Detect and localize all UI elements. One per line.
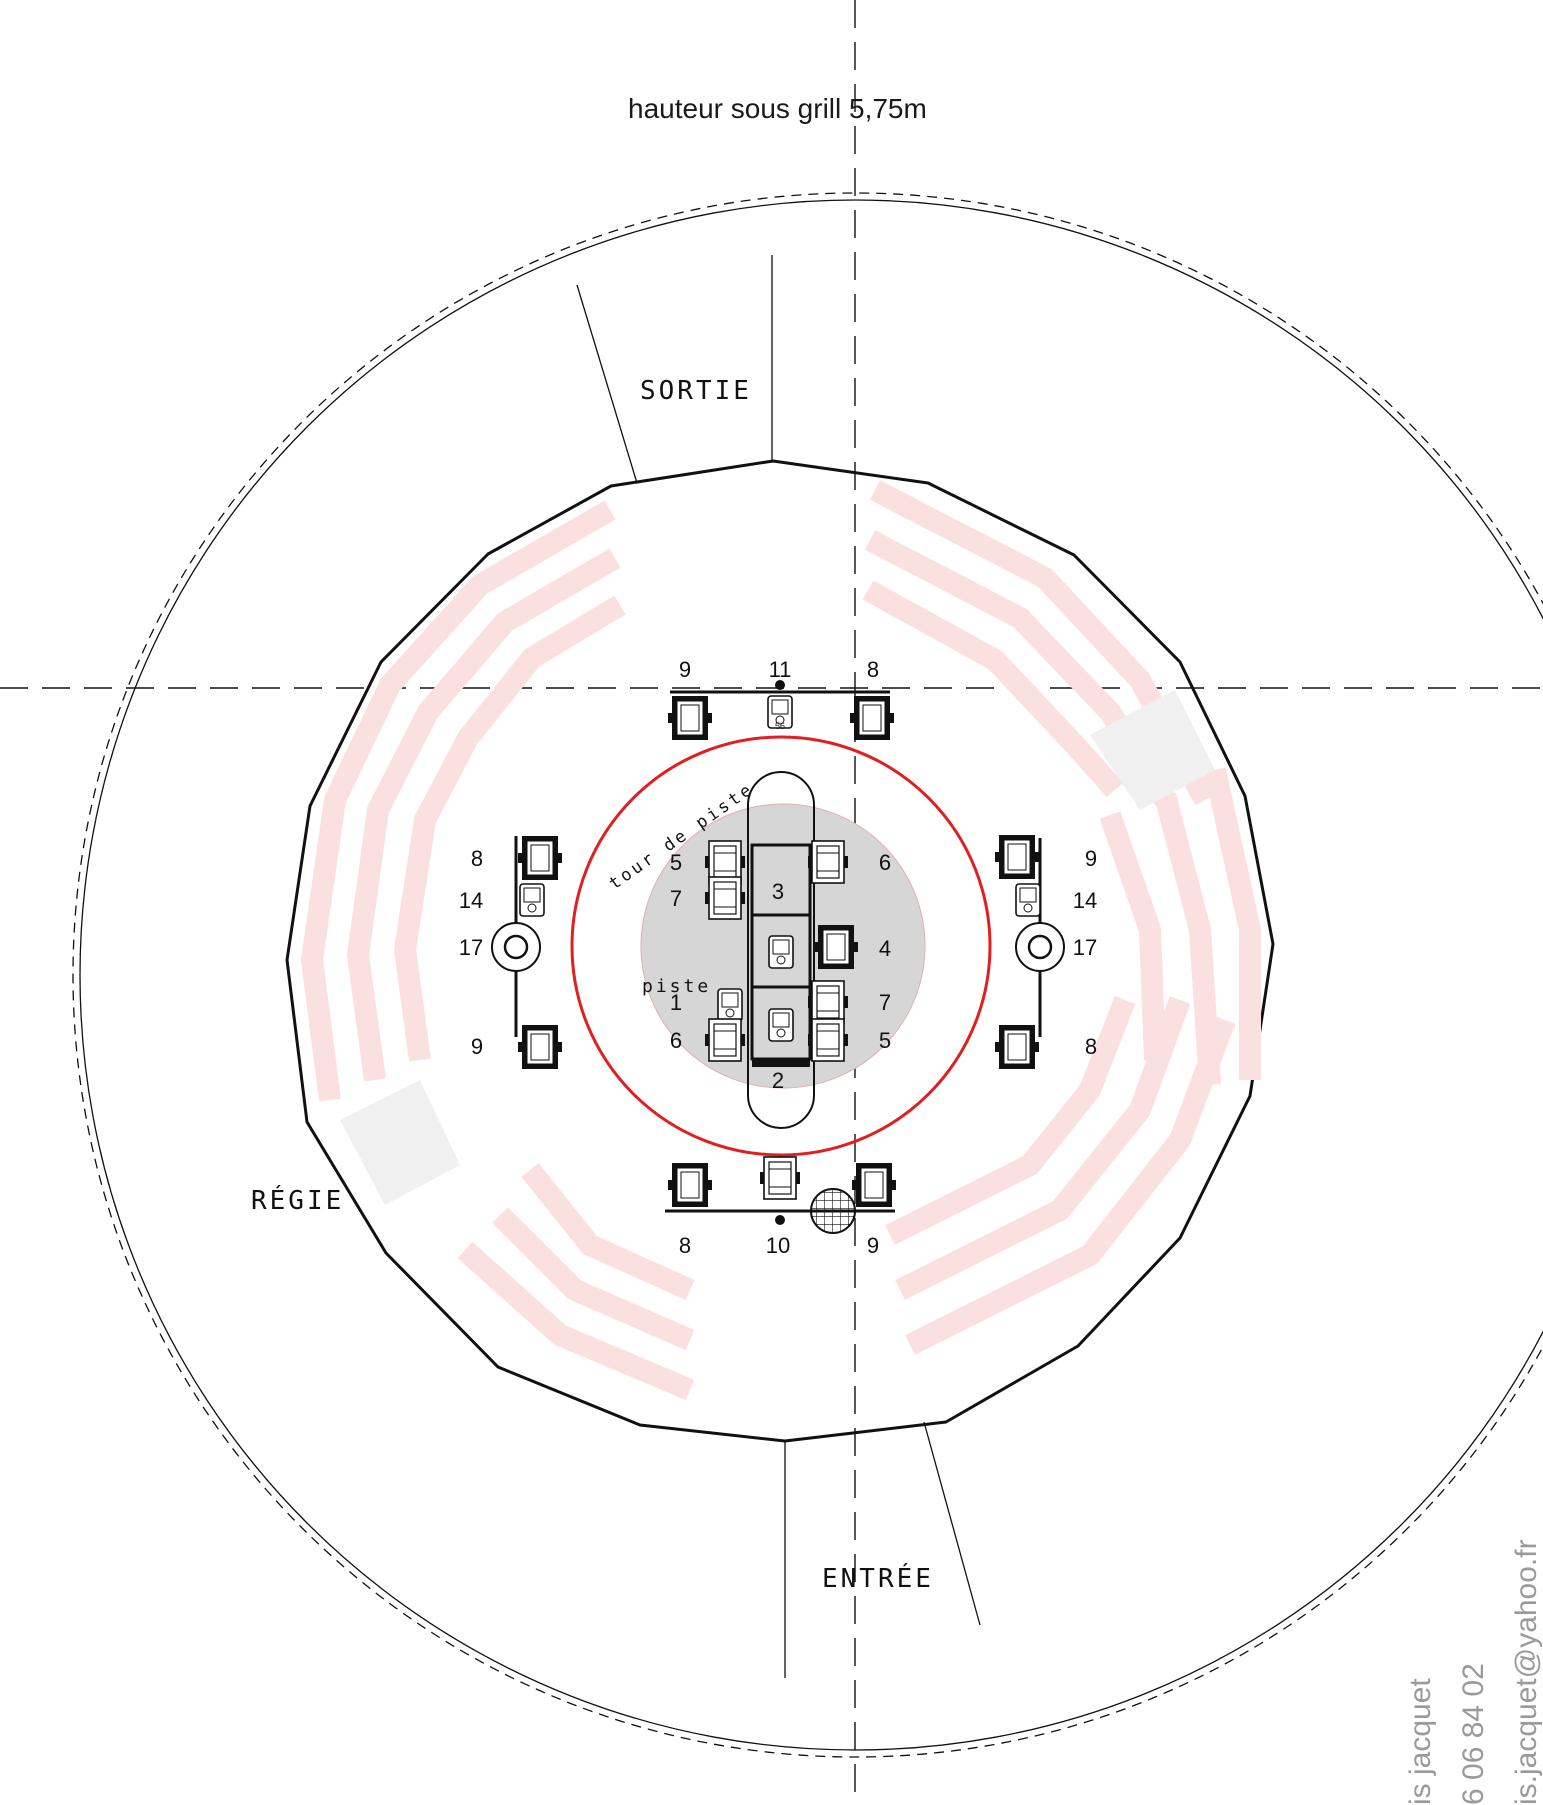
num-c1: 1: [670, 990, 682, 1015]
fixture-6-left: [704, 1018, 746, 1062]
num-c5a: 5: [670, 850, 682, 875]
num-left-14: 14: [459, 888, 483, 913]
num-c4: 4: [879, 936, 891, 961]
mirror-ball: [810, 1188, 856, 1234]
fixture-8-right: [994, 1024, 1040, 1070]
num-c7b: 7: [879, 990, 891, 1015]
contact-phone: 6 06 84 02: [1457, 1663, 1490, 1805]
aisle-left: [340, 1080, 460, 1205]
fixture-9-right: [994, 834, 1040, 880]
fixture-9-bottom: [851, 1162, 897, 1208]
zone-regie: RÉGIE: [251, 1184, 344, 1216]
fixture-9-top: [667, 695, 713, 741]
num-c2: 2: [772, 1068, 784, 1093]
fixture-4: [813, 924, 859, 970]
page-title: hauteur sous grill 5,75m: [628, 93, 927, 124]
num-right-14: 14: [1073, 888, 1097, 913]
contact-name: is jacquet: [1404, 1678, 1437, 1805]
center-fixture-lower: [768, 1008, 794, 1042]
fixture-10: [759, 1156, 801, 1200]
num-bottom-mid: 10: [766, 1233, 790, 1258]
num-left-top: 8: [471, 846, 483, 871]
fixture-17-left-outer: [491, 922, 541, 972]
fixture-14-right: [1015, 883, 1041, 917]
fixture-8-top: [849, 695, 895, 741]
num-c6b: 6: [670, 1028, 682, 1053]
fixture-9-left: [517, 1024, 563, 1070]
num-bottom-right: 9: [867, 1233, 879, 1258]
num-c5b: 5: [879, 1028, 891, 1053]
entree-divider-right: [923, 1421, 981, 1626]
zone-piste: piste: [642, 976, 711, 997]
num-c7a: 7: [670, 886, 682, 911]
num-right-bottom: 8: [1085, 1034, 1097, 1059]
num-top-left: 9: [679, 657, 691, 682]
bottom-bar-hang-point: [775, 1215, 785, 1225]
num-right-top: 9: [1085, 846, 1097, 871]
tour-de-piste-ring: [570, 735, 992, 1157]
sortie-divider-left: [576, 284, 638, 484]
center-fixture-upper: [768, 935, 794, 969]
num-top-mid: 11: [769, 657, 792, 682]
truss-section-2: [752, 1059, 810, 1067]
fixture-8-bottom: [667, 1162, 713, 1208]
num-c3: 3: [772, 879, 784, 904]
num-left-bottom: 9: [471, 1034, 483, 1059]
fixture-5-right: [807, 1018, 849, 1062]
outer-tent-outline: [72, 192, 1543, 1758]
num-left-17: 17: [459, 935, 483, 960]
seating-enclosure: [285, 459, 1275, 1443]
top-bar-hang-point: [775, 680, 785, 690]
aisle-right: [1090, 690, 1215, 810]
num-bottom-left: 8: [679, 1233, 691, 1258]
fixture-8-left: [517, 835, 563, 881]
fixture-17-left-inner: [503, 934, 529, 960]
zone-entree: ENTRÉE: [822, 1562, 934, 1594]
fixture-17-right-inner: [1027, 934, 1053, 960]
fixture-14-left: [519, 883, 545, 917]
contact-email: is.jacquet@yahoo.fr: [1510, 1539, 1543, 1805]
fixture-7-right: [807, 980, 849, 1024]
fixture-6-right: [807, 840, 849, 884]
zone-sortie: SORTIE: [640, 376, 752, 406]
badge-56: 56: [775, 721, 785, 731]
num-top-right: 8: [867, 657, 879, 682]
fixture-17-right-outer: [1015, 922, 1065, 972]
num-right-17: 17: [1073, 935, 1097, 960]
fixture-1: [717, 988, 743, 1022]
fixture-7-left: [704, 876, 746, 920]
num-c6a: 6: [879, 850, 891, 875]
